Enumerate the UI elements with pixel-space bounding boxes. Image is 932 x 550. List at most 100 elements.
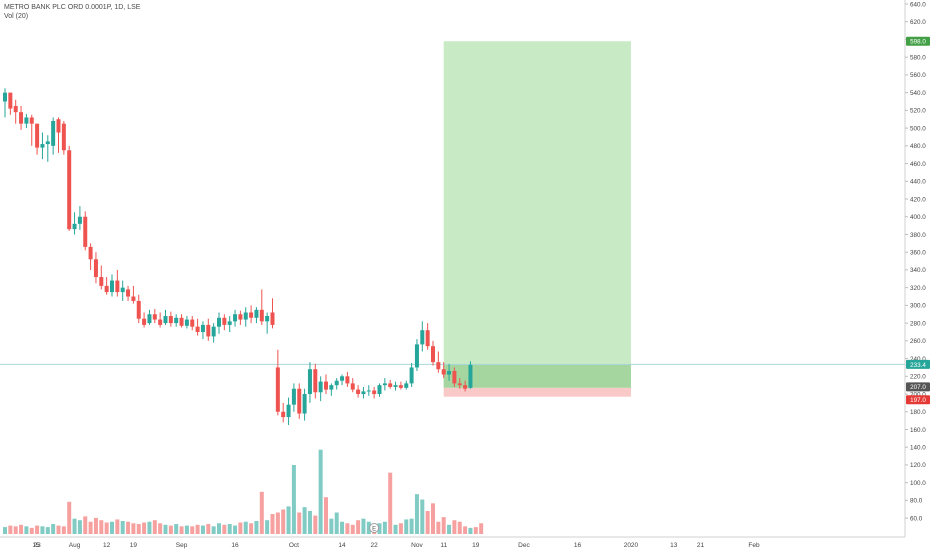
volume-bar <box>436 521 441 534</box>
candle-body <box>334 380 339 386</box>
candle-body <box>447 370 452 375</box>
candle-body <box>414 344 419 368</box>
y-tick-label: 520.0 <box>910 108 926 115</box>
candle-body <box>190 319 195 327</box>
candle-body <box>211 326 216 337</box>
volume-bar <box>13 526 18 534</box>
candle-body <box>350 383 355 390</box>
candle-body <box>398 385 403 388</box>
volume-bar <box>425 511 430 534</box>
candle-body <box>3 92 7 102</box>
current-price-badge-label: 233.4 <box>910 362 926 369</box>
candle-body <box>307 369 312 395</box>
candle-body <box>51 121 56 146</box>
y-tick-label: 100.0 <box>910 480 926 487</box>
candle-body <box>463 385 468 389</box>
volume-bar <box>72 518 77 534</box>
candle-body <box>425 330 430 347</box>
candle-body <box>243 312 248 320</box>
candle-body <box>286 404 291 418</box>
candle-body <box>104 285 109 293</box>
candle-body <box>281 411 286 418</box>
candle-body <box>72 223 77 230</box>
y-tick-label: 440.0 <box>910 179 926 186</box>
candle-body <box>409 367 414 384</box>
candle-body <box>115 280 120 293</box>
candle-body <box>24 117 29 124</box>
y-tick-label: 200.0 <box>910 391 926 398</box>
candle-body <box>436 362 441 370</box>
target-price-badge-label: 598.0 <box>910 39 926 46</box>
volume-bar <box>291 465 296 534</box>
candle-body <box>361 391 366 395</box>
x-tick-label: 16 <box>574 542 582 549</box>
volume-bar <box>40 526 45 534</box>
volume-bar <box>168 525 173 534</box>
candle-body <box>126 289 131 297</box>
candle-body <box>152 314 157 320</box>
candle-body <box>222 317 227 325</box>
candle-body <box>431 346 435 363</box>
volume-bar <box>414 494 419 534</box>
volume-bar <box>356 520 361 534</box>
volume-bar <box>281 509 286 534</box>
volume-bar <box>313 515 318 534</box>
candle-body <box>88 246 93 260</box>
candle-body <box>259 309 264 322</box>
volume-bar <box>233 525 238 534</box>
y-tick-label: 420.0 <box>910 196 926 203</box>
volume-bar <box>200 525 205 534</box>
x-tick-label: 14 <box>338 542 346 549</box>
candle-body <box>457 383 462 386</box>
volume-bar <box>249 523 254 534</box>
candle-body <box>377 385 382 395</box>
x-tick-label: Oct <box>289 542 299 549</box>
candle-body <box>393 385 398 387</box>
volume-bar <box>163 524 168 534</box>
x-tick-label: Nov <box>411 542 423 549</box>
candle-body <box>147 314 152 324</box>
volume-bar <box>382 521 387 534</box>
volume-bar <box>67 501 72 534</box>
y-tick-label: 400.0 <box>910 214 926 221</box>
candle-body <box>238 314 243 320</box>
volume-bar <box>259 491 264 534</box>
volume-bar <box>83 516 88 534</box>
candle-body <box>372 390 377 395</box>
candle-body <box>45 141 50 145</box>
chart-legend: METRO BANK PLC ORD 0.0001P, 1D, LSE Vol … <box>4 3 140 21</box>
volume-bar <box>393 524 398 534</box>
volume-bar <box>334 512 339 534</box>
y-tick-label: 60.0 <box>910 515 923 522</box>
y-tick-label: 260.0 <box>910 338 926 345</box>
volume-bar <box>190 526 195 534</box>
y-tick-label: 480.0 <box>910 143 926 150</box>
volume-bar <box>463 526 468 534</box>
x-tick-label: 22 <box>371 542 379 549</box>
volume-bar <box>254 520 259 534</box>
y-tick-label: 640.0 <box>910 1 926 8</box>
candle-body <box>217 317 221 327</box>
volume-bar <box>329 518 334 534</box>
volume-bar <box>270 514 275 534</box>
candle-body <box>388 383 393 387</box>
y-tick-label: 80.0 <box>910 498 923 505</box>
candle-body <box>324 381 328 390</box>
volume-bar <box>238 522 243 534</box>
stop-price-badge-label: 197.0 <box>910 397 926 404</box>
candle-body <box>318 381 323 393</box>
candle-body <box>13 105 18 113</box>
volume-bar <box>147 521 152 534</box>
volume-bar <box>243 521 248 534</box>
volume-bar <box>131 523 136 534</box>
x-tick-label: 16 <box>231 542 239 549</box>
x-tick-label: 21 <box>697 542 705 549</box>
volume-bar <box>99 520 104 534</box>
candle-body <box>19 112 24 124</box>
x-tick-label: 13 <box>670 542 678 549</box>
earnings-marker-label: E <box>372 527 376 533</box>
candle-body <box>340 376 345 381</box>
candle-body <box>174 317 179 324</box>
candle-body <box>275 367 280 412</box>
